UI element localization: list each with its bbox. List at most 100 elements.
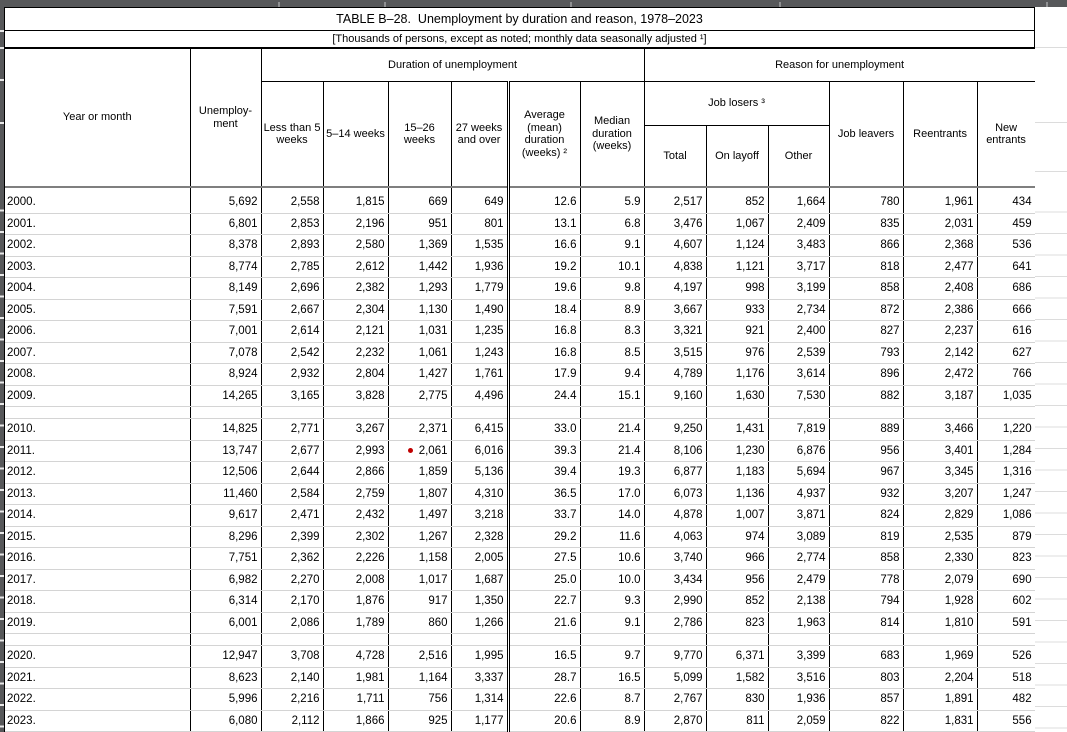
value-cell[interactable]: 11.6: [580, 526, 645, 548]
empty-cell[interactable]: [829, 406, 904, 419]
value-cell[interactable]: 8.5: [580, 342, 645, 364]
value-cell[interactable]: 526: [977, 645, 1036, 668]
value-cell[interactable]: 2,774: [768, 547, 830, 570]
value-cell[interactable]: 8,623: [190, 667, 262, 689]
value-cell[interactable]: 25.0: [506, 569, 581, 591]
value-cell[interactable]: 2,362: [261, 547, 324, 570]
value-cell[interactable]: 3,399: [768, 645, 830, 668]
value-cell[interactable]: 1,293: [388, 277, 452, 300]
year-cell[interactable]: 2000.: [5, 192, 191, 214]
year-cell[interactable]: 2016.: [5, 547, 191, 570]
value-cell[interactable]: 6,876: [768, 440, 830, 462]
year-cell[interactable]: 2009.: [5, 385, 191, 407]
value-cell[interactable]: 8.9: [580, 710, 645, 732]
value-cell[interactable]: 27.5: [506, 547, 581, 570]
value-cell[interactable]: 1,876: [323, 590, 389, 613]
value-cell[interactable]: 434: [977, 192, 1036, 214]
value-cell[interactable]: 3,199: [768, 277, 830, 300]
value-cell[interactable]: 811: [706, 710, 769, 732]
value-cell[interactable]: 793: [829, 342, 904, 364]
empty-cell[interactable]: [5, 633, 191, 646]
value-cell[interactable]: 690: [977, 569, 1036, 591]
value-cell[interactable]: 3,667: [644, 299, 707, 321]
value-cell[interactable]: 2,112: [261, 710, 324, 732]
value-cell[interactable]: 1,936: [768, 688, 830, 711]
value-cell[interactable]: 9.7: [580, 645, 645, 668]
value-cell[interactable]: 3,483: [768, 234, 830, 257]
value-cell[interactable]: 1,687: [451, 569, 509, 591]
value-cell[interactable]: 7,819: [768, 418, 830, 441]
empty-cell[interactable]: [829, 187, 904, 192]
value-cell[interactable]: 2,539: [768, 342, 830, 364]
value-cell[interactable]: 666: [977, 299, 1036, 321]
value-cell[interactable]: 5,136: [451, 461, 509, 484]
value-cell[interactable]: 3,401: [903, 440, 978, 462]
value-cell[interactable]: 2,142: [903, 342, 978, 364]
value-cell[interactable]: 1,497: [388, 504, 452, 527]
value-cell[interactable]: 3,717: [768, 256, 830, 278]
value-cell[interactable]: 10.1: [580, 256, 645, 278]
empty-cell[interactable]: [977, 633, 1036, 646]
value-cell[interactable]: 2,558: [261, 192, 324, 214]
value-cell[interactable]: 803: [829, 667, 904, 689]
value-cell[interactable]: 858: [829, 277, 904, 300]
value-cell[interactable]: 3,345: [903, 461, 978, 484]
value-cell[interactable]: 13,747: [190, 440, 262, 462]
value-cell[interactable]: 1,535: [451, 234, 509, 257]
value-cell[interactable]: 1,981: [323, 667, 389, 689]
value-cell[interactable]: 5,692: [190, 192, 262, 214]
value-cell[interactable]: 858: [829, 547, 904, 570]
value-cell[interactable]: 1,164: [388, 667, 452, 689]
header-year-or-month[interactable]: Year or month: [5, 48, 191, 188]
value-cell[interactable]: 2,216: [261, 688, 324, 711]
header-average-duration[interactable]: Average (mean) duration (weeks) ²: [506, 81, 581, 188]
value-cell[interactable]: 19.6: [506, 277, 581, 300]
value-cell[interactable]: 482: [977, 688, 1036, 711]
value-cell[interactable]: 2,232: [323, 342, 389, 364]
value-cell[interactable]: 17.9: [506, 363, 581, 386]
value-cell[interactable]: 518: [977, 667, 1036, 689]
value-cell[interactable]: 2,330: [903, 547, 978, 570]
value-cell[interactable]: 1,582: [706, 667, 769, 689]
year-cell[interactable]: 2008.: [5, 363, 191, 386]
year-cell[interactable]: 2015.: [5, 526, 191, 548]
value-cell[interactable]: 1,442: [388, 256, 452, 278]
value-cell[interactable]: 24.4: [506, 385, 581, 407]
value-cell[interactable]: 2,786: [644, 612, 707, 634]
empty-cell[interactable]: [323, 633, 389, 646]
value-cell[interactable]: 17.0: [580, 483, 645, 505]
value-cell[interactable]: 2,237: [903, 320, 978, 343]
value-cell[interactable]: 5,996: [190, 688, 262, 711]
value-cell[interactable]: 830: [706, 688, 769, 711]
empty-cell[interactable]: [190, 406, 262, 419]
value-cell[interactable]: 2,138: [768, 590, 830, 613]
value-cell[interactable]: 1,711: [323, 688, 389, 711]
empty-cell[interactable]: [323, 406, 389, 419]
value-cell[interactable]: 2,079: [903, 569, 978, 591]
empty-cell[interactable]: [977, 187, 1036, 192]
empty-cell[interactable]: [768, 187, 830, 192]
header-group-job-losers[interactable]: Job losers ³: [643, 81, 830, 126]
value-cell[interactable]: 896: [829, 363, 904, 386]
value-cell[interactable]: 536: [977, 234, 1036, 257]
value-cell[interactable]: 2,479: [768, 569, 830, 591]
value-cell[interactable]: 556: [977, 710, 1036, 732]
value-cell[interactable]: 2,204: [903, 667, 978, 689]
table-subtitle[interactable]: [Thousands of persons, except as noted; …: [5, 31, 1035, 48]
value-cell[interactable]: 7,530: [768, 385, 830, 407]
empty-cell[interactable]: [5, 406, 191, 419]
value-cell[interactable]: 2,667: [261, 299, 324, 321]
value-cell[interactable]: 22.6: [506, 688, 581, 711]
year-cell[interactable]: 2006.: [5, 320, 191, 343]
value-cell[interactable]: 16.5: [580, 667, 645, 689]
value-cell[interactable]: 2,226: [323, 547, 389, 570]
value-cell[interactable]: 778: [829, 569, 904, 591]
value-cell[interactable]: 5,694: [768, 461, 830, 484]
value-cell[interactable]: 2,121: [323, 320, 389, 343]
value-cell[interactable]: 2,990: [644, 590, 707, 613]
empty-cell[interactable]: [506, 633, 581, 646]
value-cell[interactable]: 4,310: [451, 483, 509, 505]
value-cell[interactable]: 669: [388, 192, 452, 214]
value-cell[interactable]: 3,218: [451, 504, 509, 527]
value-cell[interactable]: 9,617: [190, 504, 262, 527]
